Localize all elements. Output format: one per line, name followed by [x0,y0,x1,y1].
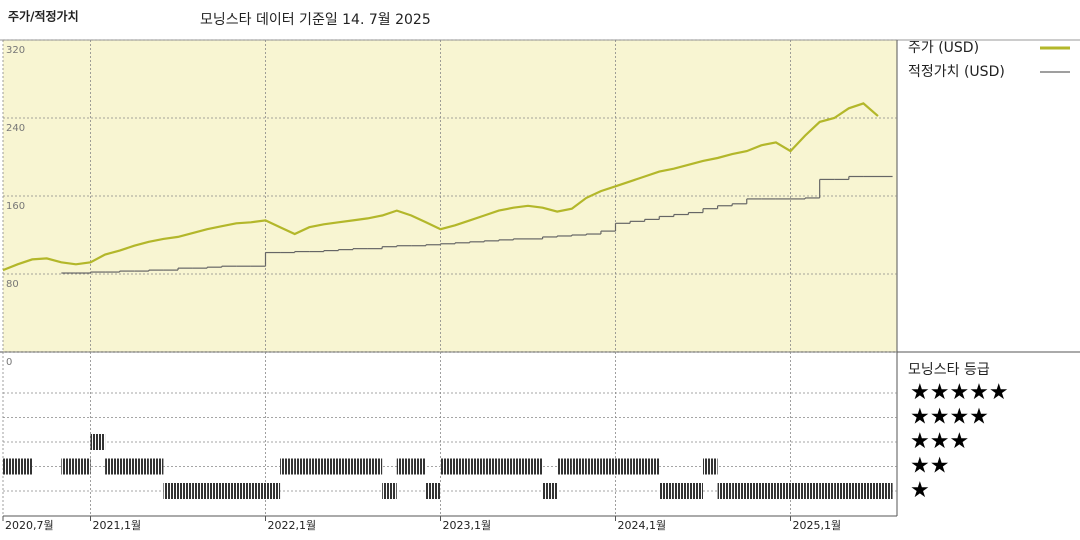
x-tick-label: 2022,1월 [268,519,317,532]
rating-bar [148,458,164,475]
rating-bar [323,458,339,475]
legend-label: 적정가치 (USD) [908,64,1005,80]
rating-bar [119,458,135,475]
rating-level-label: ★★★★★ [910,380,1009,405]
rating-bar [805,483,820,499]
rating-bar [688,483,703,499]
x-tick-label: 2023,1월 [443,519,492,532]
rating-bar [761,483,776,499]
rating-bar [600,458,616,475]
rating-bar [848,483,864,499]
legend-label: 주가 (USD) [908,40,979,56]
rating-level-label: ★★★ [910,429,969,454]
rating-bar [528,458,543,475]
rating-bar [571,458,587,475]
rating-bar [746,483,762,499]
rating-bar [732,483,747,499]
rating-bar [163,483,178,499]
rating-bar [775,483,791,499]
rating-bar [17,458,33,475]
rating-bar [250,483,266,499]
rating-bar [703,458,718,475]
rating-level-label: ★★ [910,454,949,479]
rating-bar [863,483,878,499]
rating-bar [105,458,120,475]
rating-bar [236,483,251,499]
rating-bar [294,458,310,475]
rating-bar [673,483,689,499]
y-tick-label: 0 [6,357,12,368]
rating-level-label: ★★★★ [910,405,989,430]
rating-bar [75,458,91,475]
rating-bar [90,434,106,450]
rating-bar [455,458,470,475]
rating-bar [411,458,426,475]
rating-bar [353,458,368,475]
rating-bar [440,458,456,475]
y-tick-label: 160 [6,201,25,212]
rating-bar [659,483,674,499]
plot-background [3,40,897,352]
rating-bar [61,458,76,475]
rating-bar [280,458,295,475]
rating-bar [615,458,631,475]
rating-bar [382,483,397,499]
rating-bar [396,458,412,475]
rating-bar [425,483,441,499]
chart-title: 주가/적정가치 [8,9,79,24]
x-tick-label: 2024,1월 [618,519,667,532]
rating-bar [221,483,237,499]
rating-bar [367,458,383,475]
rating-bar [338,458,353,475]
rating-bar [542,483,558,499]
rating-bar [557,458,572,475]
rating-bar [134,458,149,475]
rating-bar [3,458,18,475]
rating-bar [192,483,208,499]
rating-bar [498,458,514,475]
rating-bar [265,483,281,499]
rating-level-label: ★ [910,478,930,503]
price-line [2,102,879,272]
rating-title: 모닝스타 등급 [908,362,990,378]
rating-bar [717,483,733,499]
rating-bar [819,483,835,499]
rating-bar [878,483,893,499]
chart-subtitle: 모닝스타 데이터 기준일 14. 7월 2025 [200,12,431,28]
rating-bar [309,458,324,475]
y-tick-label: 240 [6,123,25,134]
rating-bar [586,458,601,475]
rating-bar [207,483,222,499]
y-tick-label: 80 [6,279,19,290]
rating-bar [178,483,193,499]
y-tick-label: 320 [6,45,25,56]
rating-bar [630,458,645,475]
rating-bar [790,483,806,499]
rating-bar [644,458,660,475]
rating-bar [834,483,849,499]
x-tick-label: 2021,1월 [93,519,142,532]
x-tick-label: 2025,1월 [793,519,842,532]
rating-bar [513,458,528,475]
rating-bar [469,458,485,475]
rating-bar [484,458,499,475]
x-tick-label: 2020,7월 [5,519,54,532]
